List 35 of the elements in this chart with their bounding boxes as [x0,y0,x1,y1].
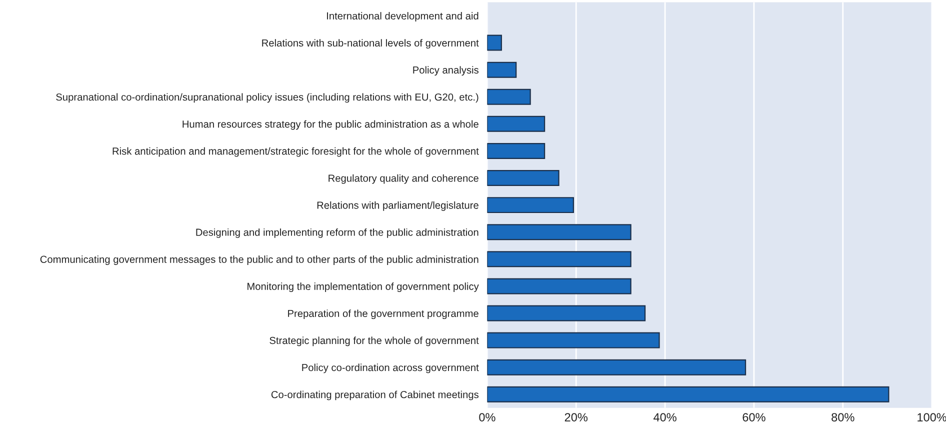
x-tick-label: 80% [832,413,854,422]
y-tick-label: Human resources strategy for the public administration as a whole [182,120,478,130]
y-tick-label: Policy analysis [413,66,478,76]
y-tick-label: Designing and implementing reform of the public administration [196,228,478,238]
bar [487,116,546,132]
y-tick-label: Monitoring the implementation of government policy [248,282,479,292]
x-tick-label: 60% [742,413,766,422]
bar [487,386,890,402]
bar [487,62,517,78]
y-tick-label: International development and aid [327,12,478,22]
y-tick-label: Communicating government messages to the public and to other parts of the public administration [40,255,478,265]
y-tick-label: Preparation of the government programme [288,310,478,320]
bar [487,88,531,105]
bar [487,359,746,376]
x-tick-label: 100% [918,413,946,422]
x-tick-label: 40% [653,413,676,422]
bar [487,251,632,268]
y-tick-label: Policy co-ordination across government [302,364,479,374]
bar [487,197,574,214]
bar [487,332,660,348]
bar [487,278,632,294]
bar [487,170,560,186]
bar [487,142,546,159]
bar [487,224,632,240]
y-tick-label: Regulatory quality and coherence [328,174,478,184]
bar [487,305,646,322]
y-tick-label: Strategic planning for the whole of government [270,336,479,346]
bar [487,34,502,51]
y-tick-label: Relations with sub-national levels of government [262,39,479,49]
y-tick-label: Co-ordinating preparation of Cabinet meetings [271,390,479,400]
y-tick-label: Relations with parliament/legislature [317,201,478,211]
y-tick-label: Supranational co-ordination/supranational policy issues (including relations with EU, G20, etc.) [56,93,478,103]
y-tick-label: Risk anticipation and management/strategic foresight for the whole of government [112,147,479,157]
x-tick-label: 20% [564,413,588,422]
x-tick-label: 0% [479,413,496,422]
